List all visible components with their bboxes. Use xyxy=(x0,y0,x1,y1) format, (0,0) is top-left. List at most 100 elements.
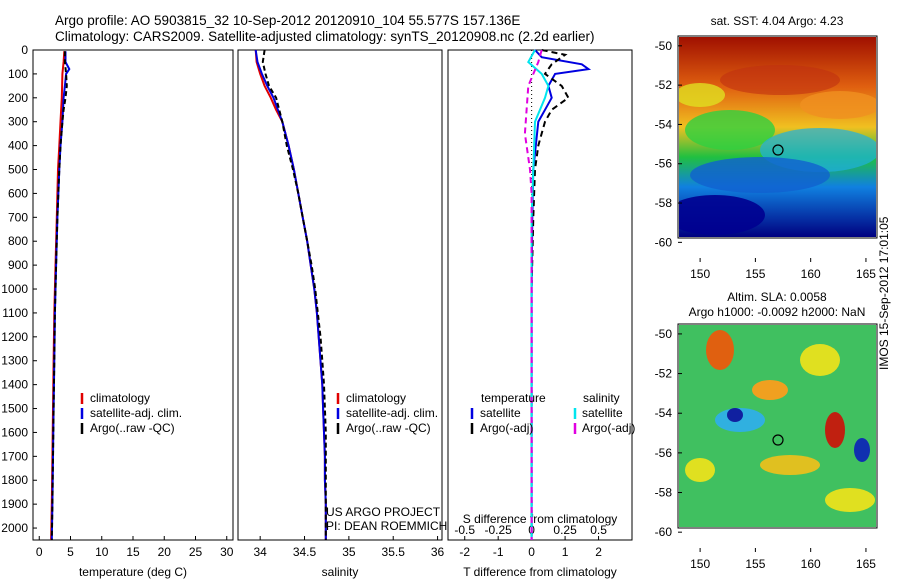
depth-tick-label: 100 xyxy=(8,67,28,81)
salinity-series-satellite-adj--clim- xyxy=(254,49,327,540)
figure-title: Argo profile: AO 5903815_32 10-Sep-2012 … xyxy=(55,13,521,28)
diff-series-temperature-argo--adj- xyxy=(530,49,570,540)
sla-map-subtitle: Argo h1000: -0.0092 h2000: NaN xyxy=(689,305,866,319)
sst-map-y-tick-label: -60 xyxy=(655,235,673,249)
depth-tick-label: 1800 xyxy=(1,473,28,487)
depth-tick-label: 1400 xyxy=(1,378,28,392)
salinity-x-tick-label: 36 xyxy=(431,545,445,559)
sla-map-x-tick-label: 165 xyxy=(856,557,876,571)
depth-tick-label: 500 xyxy=(8,163,28,177)
diff-t-tick-label: 1 xyxy=(562,545,569,559)
diff-series-salinity-argo--adj- xyxy=(523,49,543,540)
diff-t-tick-label: -1 xyxy=(493,545,504,559)
depth-tick-label: 1200 xyxy=(1,330,28,344)
depth-tick-label: 300 xyxy=(8,115,28,129)
sla-map-frame xyxy=(677,323,878,529)
sst-map-frame xyxy=(677,35,878,239)
salinity-legend-label: satellite-adj. clim. xyxy=(346,406,438,420)
temperature-legend-label: climatology xyxy=(90,391,150,405)
sst-argo-position-marker xyxy=(772,144,784,156)
credit-pi: PI: DEAN ROEMMICH xyxy=(326,519,448,533)
depth-tick-label: 800 xyxy=(8,234,28,248)
diff-t-tick-label: 2 xyxy=(595,545,602,559)
diff-s-tick-label: 0.5 xyxy=(590,523,607,537)
sst-map-y-tick-label: -54 xyxy=(655,117,673,131)
salinity-x-tick-label: 34.5 xyxy=(293,545,317,559)
temperature-legend-label: Argo(..raw -QC) xyxy=(90,421,175,435)
diff-legend-temp-label: satellite xyxy=(480,406,521,420)
salinity-x-tick-label: 34 xyxy=(253,545,267,559)
sst-map-x-tick-label: 165 xyxy=(856,267,876,281)
depth-tick-label: 400 xyxy=(8,139,28,153)
diff-legend-sal-header: salinity xyxy=(583,391,620,405)
depth-tick-label: 0 xyxy=(21,43,28,57)
sst-map-y-tick-label: -52 xyxy=(655,78,673,92)
depth-tick-label: 200 xyxy=(8,91,28,105)
sst-map-y-tick-label: -50 xyxy=(655,39,673,53)
sla-map-y-tick-label: -58 xyxy=(655,486,673,500)
salinity-x-tick-label: 35 xyxy=(342,545,356,559)
credit-project: US ARGO PROJECT xyxy=(326,505,441,519)
diff-t-axis-label: T difference from climatology xyxy=(463,565,617,579)
sla-map-y-tick-label: -52 xyxy=(655,367,673,381)
depth-tick-label: 2000 xyxy=(1,521,28,535)
temperature-x-axis-label: temperature (deg C) xyxy=(79,565,187,579)
sla-map-y-tick-label: -54 xyxy=(655,406,673,420)
depth-tick-label: 1700 xyxy=(1,449,28,463)
temperature-x-tick-label: 5 xyxy=(67,545,74,559)
difference-panel-frame xyxy=(447,49,633,541)
temperature-series-satellite-adj--clim- xyxy=(50,51,71,541)
diff-s-axis-label: S difference from climatology xyxy=(463,512,618,526)
sla-map-y-tick-label: -56 xyxy=(655,446,673,460)
sst-map-y-tick-label: -56 xyxy=(655,157,673,171)
sst-map-title: sat. SST: 4.04 Argo: 4.23 xyxy=(711,14,844,28)
timestamp-label: IMOS 15-Sep-2012 17:01:05 xyxy=(877,216,891,370)
sla-map-y-tick-label: -60 xyxy=(655,525,673,539)
depth-tick-label: 1100 xyxy=(2,306,28,320)
diff-s-tick-label: -0.5 xyxy=(454,523,475,537)
depth-tick-label: 700 xyxy=(8,210,28,224)
temperature-x-tick-label: 10 xyxy=(95,545,109,559)
sla-map xyxy=(679,325,876,527)
sla-map-x-tick-label: 160 xyxy=(801,557,821,571)
temperature-x-tick-label: 20 xyxy=(158,545,172,559)
diff-s-tick-label: 0.25 xyxy=(553,523,577,537)
diff-legend-sal-label: Argo(-adj) xyxy=(582,421,635,435)
diff-t-tick-label: 0 xyxy=(528,545,535,559)
sst-map-x-tick-label: 160 xyxy=(801,267,821,281)
diff-legend-sal-label: satellite xyxy=(582,406,623,420)
sla-map-x-tick-label: 155 xyxy=(745,557,765,571)
salinity-panel-frame xyxy=(237,49,443,541)
depth-tick-label: 1900 xyxy=(1,497,28,511)
temperature-x-tick-label: 25 xyxy=(189,545,203,559)
sst-map-y-tick-label: -58 xyxy=(655,196,673,210)
depth-tick-label: 900 xyxy=(8,258,28,272)
diff-series-temperature-satellite xyxy=(530,49,592,540)
diff-t-tick-label: -2 xyxy=(459,545,470,559)
depth-tick-label: 1000 xyxy=(1,282,28,296)
sla-map-y-tick-label: -50 xyxy=(655,327,673,341)
sst-map-x-tick-label: 155 xyxy=(745,267,765,281)
salinity-x-axis-label: salinity xyxy=(322,565,359,579)
salinity-legend-label: Argo(..raw -QC) xyxy=(346,421,431,435)
salinity-x-tick-label: 35.5 xyxy=(382,545,406,559)
figure-subtitle: Climatology: CARS2009. Satellite-adjuste… xyxy=(55,29,595,44)
depth-tick-label: 600 xyxy=(8,186,28,200)
diff-legend-temp-header: temperature xyxy=(481,391,546,405)
salinity-legend-label: climatology xyxy=(346,391,406,405)
figure-header: Argo profile: AO 5903815_32 10-Sep-2012 … xyxy=(0,0,900,50)
sla-argo-position-marker xyxy=(772,434,784,446)
temperature-x-tick-label: 0 xyxy=(36,545,43,559)
depth-tick-label: 1500 xyxy=(1,402,28,416)
sla-map-title: Altim. SLA: 0.0058 xyxy=(727,290,827,304)
temperature-x-tick-label: 15 xyxy=(126,545,140,559)
temperature-x-tick-label: 30 xyxy=(220,545,234,559)
diff-legend-temp-label: Argo(-adj) xyxy=(480,421,533,435)
depth-tick-label: 1600 xyxy=(1,425,28,439)
salinity-series-argo---raw--qc- xyxy=(261,49,327,540)
sst-map xyxy=(679,37,876,237)
temperature-legend-label: satellite-adj. clim. xyxy=(90,406,182,420)
sst-map-x-tick-label: 150 xyxy=(690,267,710,281)
depth-tick-label: 1300 xyxy=(1,354,28,368)
